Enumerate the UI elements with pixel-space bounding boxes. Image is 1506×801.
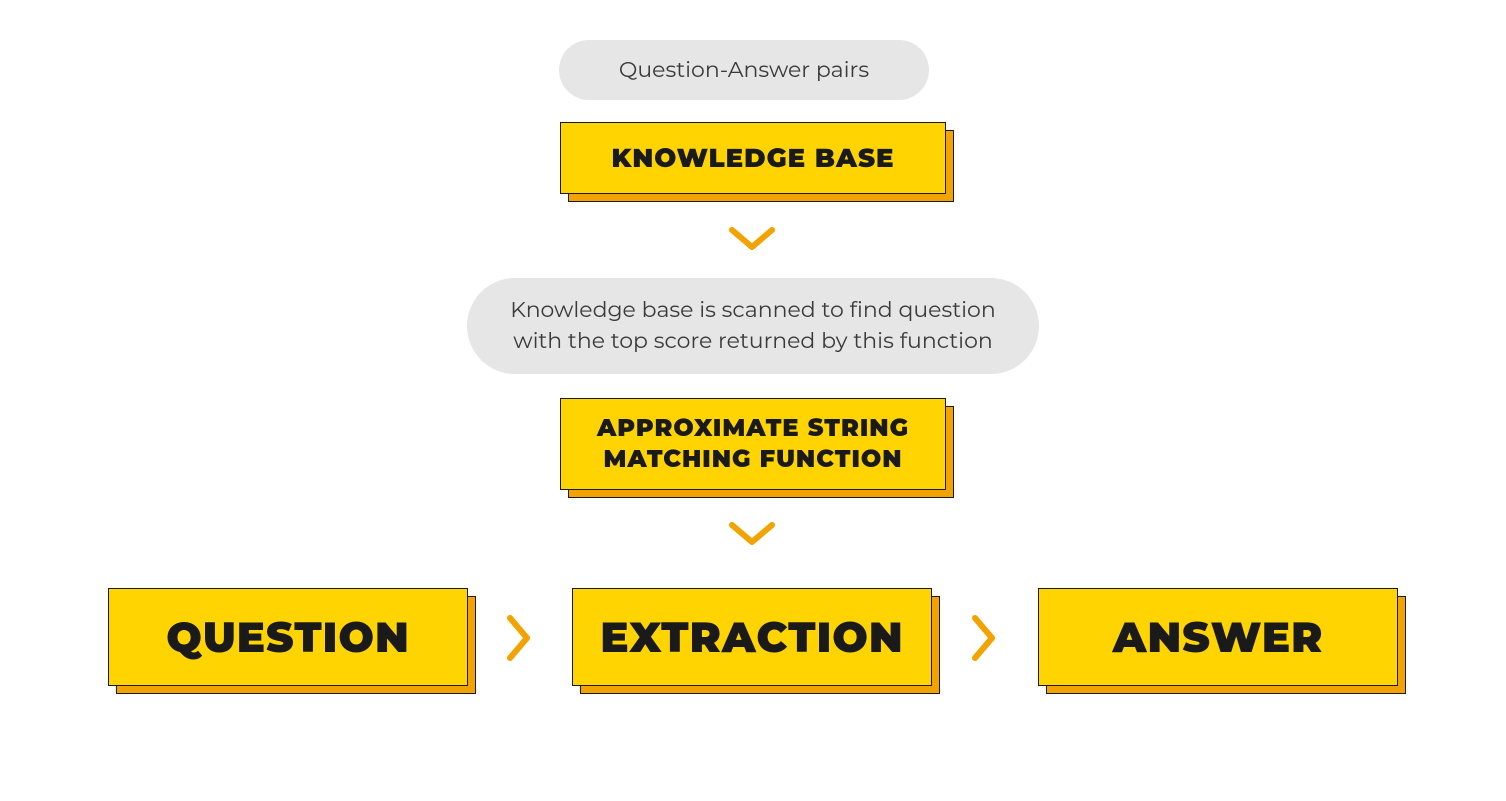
box-knowledge-label: KNOWLEDGE BASE [611,142,894,174]
pill-qa-pairs-label: Question-Answer pairs [619,55,869,86]
pill-qa-pairs: Question-Answer pairs [559,40,929,100]
chevron-right-icon [970,613,1000,663]
pill-scan-label: Knowledge base is scanned to find questi… [507,295,999,357]
box-question: QUESTION [108,588,468,686]
diagram-canvas: Question-Answer pairs KNOWLEDGE BASE Kno… [0,0,1506,801]
box-main: APPROXIMATE STRING MATCHING FUNCTION [560,398,946,490]
box-question-label: QUESTION [166,611,410,663]
box-answer: ANSWER [1038,588,1398,686]
box-matching-function: APPROXIMATE STRING MATCHING FUNCTION [560,398,946,490]
box-main: QUESTION [108,588,468,686]
box-matching-label: APPROXIMATE STRING MATCHING FUNCTION [581,413,925,475]
pill-scan-description: Knowledge base is scanned to find questi… [467,278,1039,374]
box-extraction: EXTRACTION [572,588,932,686]
box-extraction-label: EXTRACTION [600,611,903,663]
chevron-down-icon [727,225,777,255]
box-main: ANSWER [1038,588,1398,686]
chevron-down-icon [727,520,777,550]
box-knowledge-base: KNOWLEDGE BASE [560,122,946,194]
chevron-right-icon [505,613,535,663]
box-main: EXTRACTION [572,588,932,686]
box-main: KNOWLEDGE BASE [560,122,946,194]
box-answer-label: ANSWER [1113,611,1324,663]
